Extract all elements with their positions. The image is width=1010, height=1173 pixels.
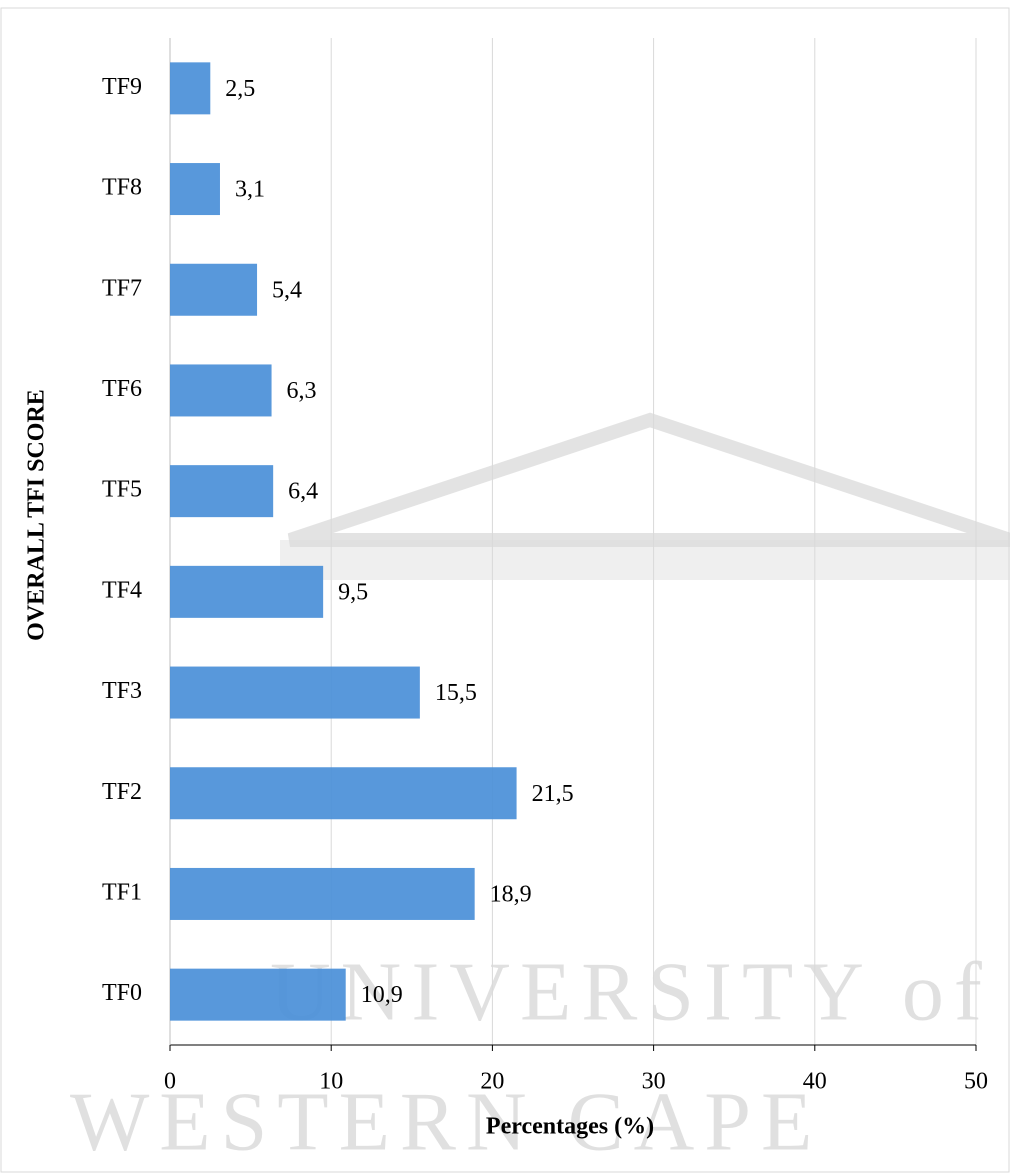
bar bbox=[170, 565, 324, 618]
x-tick-label: 0 bbox=[164, 1069, 176, 1095]
y-tick-label: TF3 bbox=[102, 678, 142, 704]
watermark-pediment bbox=[287, 412, 1010, 547]
data-label: 5,4 bbox=[272, 277, 302, 303]
y-tick-label: TF4 bbox=[102, 577, 142, 603]
x-tick-label: 40 bbox=[803, 1069, 827, 1095]
bar bbox=[170, 666, 420, 719]
watermark: UNIVERSITY of the WESTERN CAPE bbox=[70, 412, 1010, 1168]
bar bbox=[170, 364, 272, 417]
bar bbox=[170, 867, 475, 920]
x-tick-label: 30 bbox=[642, 1069, 666, 1095]
data-label: 6,4 bbox=[288, 479, 318, 505]
bar bbox=[170, 465, 274, 518]
chart-frame bbox=[0, 7, 1010, 1173]
data-label: 18,9 bbox=[490, 881, 532, 907]
watermark-frieze bbox=[280, 540, 1010, 580]
x-tick-label: 20 bbox=[480, 1069, 504, 1095]
data-label: 3,1 bbox=[235, 177, 265, 203]
data-label: 6,3 bbox=[287, 378, 317, 404]
y-tick-label: TF2 bbox=[102, 779, 142, 805]
data-label: 9,5 bbox=[338, 579, 368, 605]
y-tick-label: TF9 bbox=[102, 74, 142, 100]
bar bbox=[170, 968, 346, 1021]
bar bbox=[170, 62, 211, 115]
watermark-text: UNIVERSITY of the bbox=[270, 945, 1010, 1038]
y-tick-label: TF8 bbox=[102, 175, 142, 201]
bar bbox=[170, 163, 220, 216]
watermark-text: WESTERN CAPE bbox=[70, 1075, 822, 1168]
x-tick-label: 50 bbox=[964, 1069, 988, 1095]
bar bbox=[170, 263, 258, 316]
y-tick-label: TF5 bbox=[102, 477, 142, 503]
data-label: 2,5 bbox=[225, 76, 255, 102]
data-label: 10,9 bbox=[361, 982, 403, 1008]
y-tick-label: TF6 bbox=[102, 376, 142, 402]
bar bbox=[170, 767, 517, 820]
x-tick-label: 10 bbox=[319, 1069, 343, 1095]
data-label: 21,5 bbox=[532, 781, 574, 807]
x-axis-title: Percentages (%) bbox=[486, 1114, 654, 1140]
data-label: 15,5 bbox=[435, 680, 477, 706]
y-tick-label: TF1 bbox=[102, 879, 142, 905]
y-tick-label: TF7 bbox=[102, 275, 142, 301]
y-tick-label: TF0 bbox=[102, 980, 142, 1006]
y-axis-title: OVERALL TFI SCORE bbox=[24, 389, 50, 641]
